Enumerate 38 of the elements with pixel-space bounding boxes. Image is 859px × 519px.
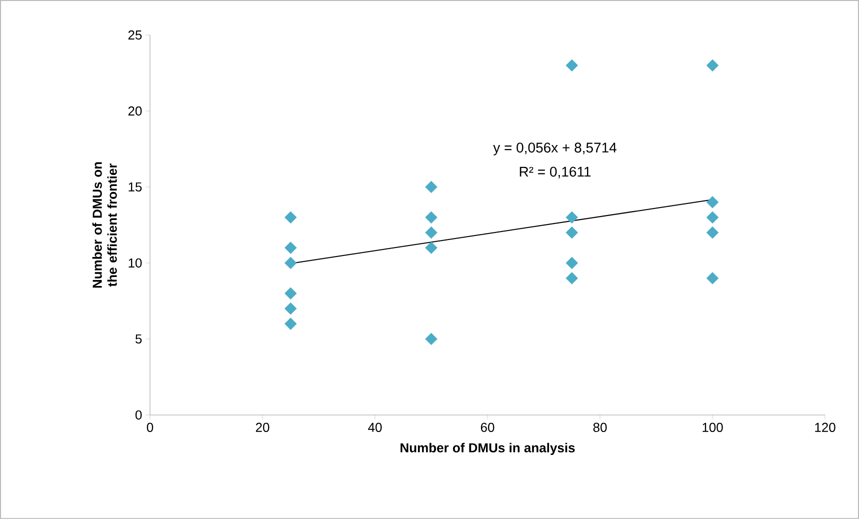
point — [284, 302, 297, 315]
y-tick-label: 20 — [128, 106, 142, 116]
y-tick-label: 5 — [135, 334, 142, 344]
point — [706, 211, 719, 224]
x-tick-label: 40 — [368, 422, 382, 432]
x-tick-label: 120 — [815, 422, 836, 432]
point — [425, 226, 438, 239]
point — [284, 318, 297, 330]
x-tick-label: 80 — [593, 422, 607, 432]
x-axis-title: Number of DMUs in analysis — [400, 442, 575, 455]
y-axis-title: Number of DMUs on the efficient frontier — [92, 162, 117, 288]
point — [284, 287, 297, 300]
annotation: y = 0,056x + 8,5714 — [493, 142, 616, 156]
point — [706, 226, 719, 239]
point — [566, 211, 578, 224]
annotation: R² = 0,1611 — [520, 166, 591, 178]
point — [284, 256, 297, 270]
point — [566, 59, 578, 72]
y-tick-label: 10 — [128, 258, 142, 268]
point — [566, 256, 578, 270]
y-tick-label: 0 — [135, 410, 142, 420]
x-tick-label: 20 — [256, 422, 270, 432]
x-tick-label: 0 — [146, 422, 154, 432]
point — [284, 242, 297, 254]
point — [425, 332, 438, 346]
point — [706, 59, 719, 72]
point — [425, 180, 438, 194]
x-tick-label: 60 — [480, 422, 494, 432]
y-tick-label: 15 — [128, 182, 142, 192]
point — [706, 196, 719, 208]
point — [706, 272, 719, 284]
x-tick-label: 100 — [702, 422, 723, 432]
point — [425, 242, 438, 254]
point — [284, 211, 297, 224]
y-tick-label: 25 — [128, 30, 142, 40]
point — [566, 226, 578, 239]
point — [425, 211, 438, 224]
point — [566, 272, 578, 284]
